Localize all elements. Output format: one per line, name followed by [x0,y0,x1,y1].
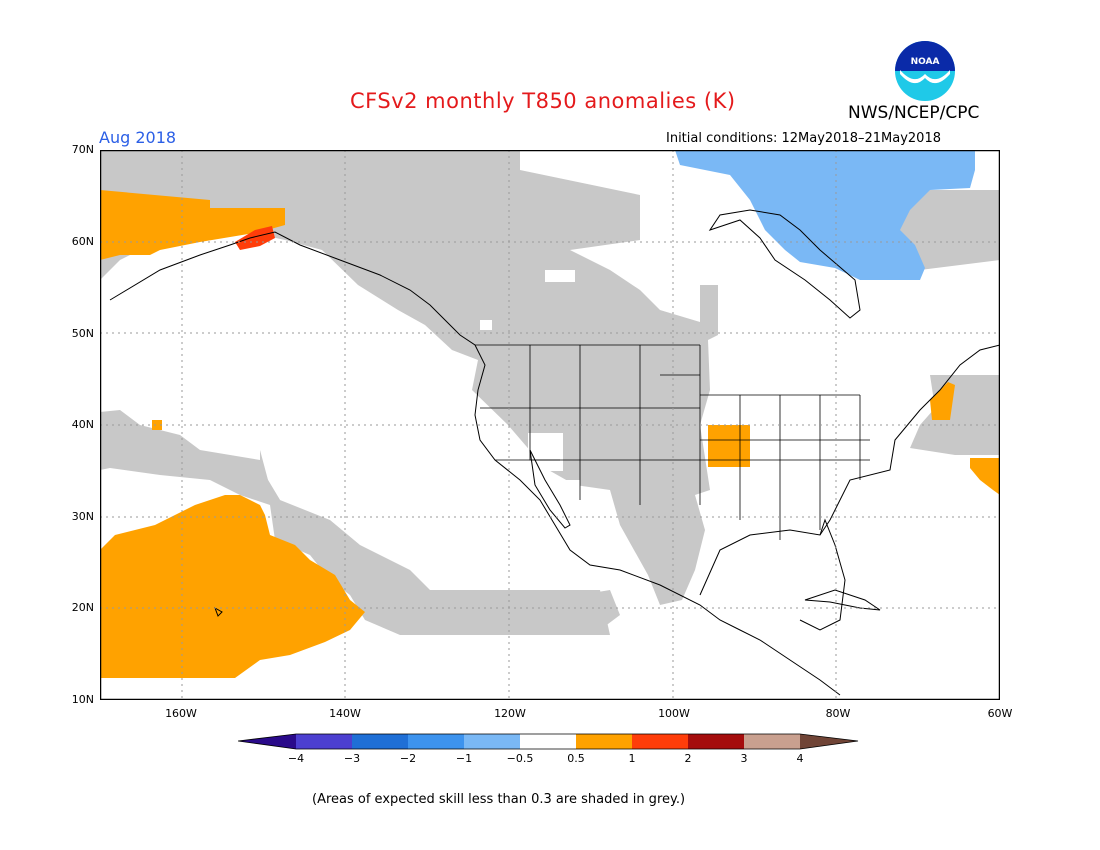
colorbar-segment [576,734,632,749]
map-gridlines [100,150,1000,700]
colorbar-segment [352,734,408,749]
lon-label-120w: 120W [494,707,526,720]
colorbar-label: −2 [399,752,417,765]
anomaly-map [100,150,1000,700]
cool-anomaly-region [675,150,975,280]
colorbar-segment [520,734,576,749]
colorbar-segment [464,734,520,749]
map-title: CFSv2 monthly T850 anomalies (K) [350,89,736,113]
colorbar-segment [632,734,688,749]
logo-text: NOAA [911,57,940,67]
forecast-month: Aug 2018 [99,128,177,147]
lat-label-40n: 40N [71,418,94,431]
colorbar-segment [800,734,858,749]
initial-conditions: Initial conditions: 12May2018–21May2018 [666,131,941,146]
colorbar-segment [408,734,464,749]
colorbar-label: 2 [684,752,692,765]
colorbar [238,733,859,750]
state-borders [475,344,870,540]
colorbar-segment [744,734,800,749]
lat-label-30n: 30N [71,510,94,523]
colorbar-label: −0.5 [506,752,534,765]
lat-label-70n: 70N [71,143,94,156]
lon-label-160w: 160W [165,707,197,720]
colorbar-segment [238,734,296,749]
colorbar-segment [688,734,744,749]
colorbar-label: 3 [740,752,748,765]
strong-warm-anomaly-region [235,226,275,250]
lat-label-10n: 10N [71,693,94,706]
noaa-logo: NOAA [894,40,956,102]
low-skill-grey-region [100,150,1000,635]
lon-label-80w: 80W [825,707,851,720]
colorbar-segment [296,734,352,749]
colorbar-label: −4 [287,752,305,765]
colorbar-label: 1 [628,752,636,765]
lon-label-100w: 100W [658,707,690,720]
colorbar-label: −3 [343,752,361,765]
warm-anomaly-region [100,190,1000,678]
org-label: NWS/NCEP/CPC [848,103,980,123]
lon-label-140w: 140W [329,707,361,720]
lat-label-60n: 60N [71,235,94,248]
map-frame [100,150,1000,700]
lat-label-20n: 20N [71,601,94,614]
colorbar-label: 4 [796,752,804,765]
lat-label-50n: 50N [71,327,94,340]
footnote: (Areas of expected skill less than 0.3 a… [312,792,686,807]
coastlines [109,209,1000,696]
lon-label-60w: 60W [987,707,1013,720]
colorbar-label: 0.5 [567,752,585,765]
colorbar-label: −1 [455,752,473,765]
